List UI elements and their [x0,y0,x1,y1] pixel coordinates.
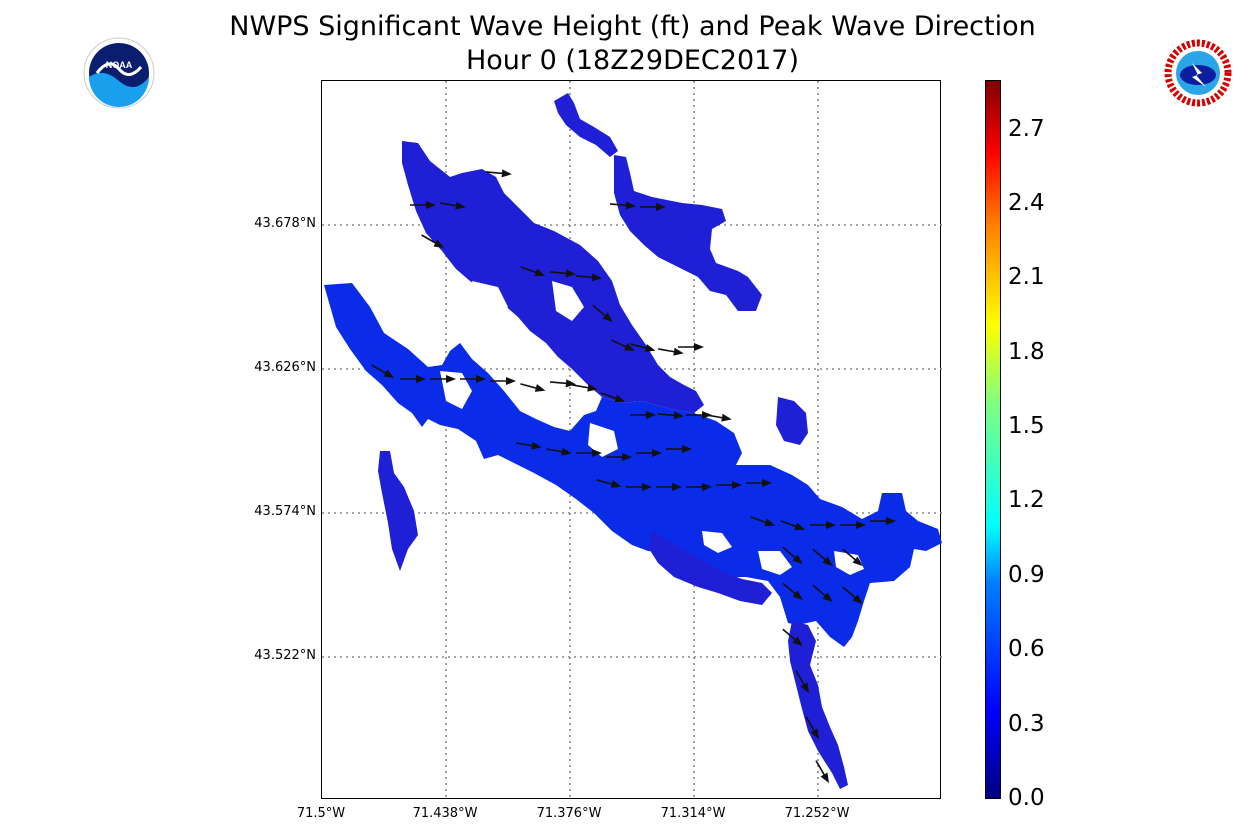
wave-direction-arrow [656,483,682,491]
wave-direction-arrow [600,392,626,403]
wave-direction-arrow [686,483,712,491]
wave-direction-arrow [782,628,803,646]
colorbar-tick-label: 0.3 [1008,710,1045,737]
lat-label-43-522: 43.522°N [254,648,316,663]
lake-water-region [788,621,848,789]
map-plot [322,81,942,800]
wave-direction-arrow [870,517,896,525]
island [758,551,792,575]
wave-direction-arrow [815,760,829,784]
colorbar-tick-label: 1.5 [1008,413,1045,440]
nws-logo-icon [1163,38,1233,108]
wave-direction-arrow [716,481,742,489]
wave-direction-arrow [795,670,809,694]
island [472,281,508,317]
wave-direction-arrow [576,449,602,457]
wave-direction-arrow [371,364,395,378]
lon-label-71-438: 71.438°W [412,806,478,821]
wave-direction-arrow [630,411,656,419]
wave-direction-arrow [421,234,445,248]
wave-direction-arrow [706,413,732,422]
noaa-logo-icon: NOAA [83,37,155,109]
lon-label-71-314: 71.314°W [660,806,726,821]
wave-direction-arrow [805,716,819,740]
wave-direction-arrow [780,520,806,531]
lat-label-43-626: 43.626°N [254,360,316,375]
island [552,281,584,321]
colorbar-tick-label: 2.1 [1008,264,1045,291]
wave-direction-arrow [782,546,803,564]
lon-label-71-252: 71.252°W [784,806,850,821]
wave-direction-arrow [746,479,772,487]
wave-direction-arrow [572,383,598,392]
wave-direction-arrow [430,375,456,383]
wave-direction-arrow [440,201,466,210]
wave-direction-arrow [812,548,833,566]
lat-label-43-678: 43.678°N [254,216,316,231]
wave-direction-arrow [782,582,803,600]
colorbar [985,80,1001,799]
wave-direction-arrow [666,445,692,453]
wave-direction-arrow [549,269,576,278]
chart-title: NWPS Significant Wave Height (ft) and Pe… [229,11,1036,42]
lake-water-region [554,93,618,157]
colorbar-tick-label: 1.2 [1008,487,1045,514]
wave-direction-arrow [658,347,684,356]
lake-water-region [776,397,808,445]
wave-direction-arrow [750,516,776,527]
wave-direction-arrow [610,339,635,351]
lon-label-71-5: 71.5°W [296,806,346,821]
wave-direction-arrow [549,379,576,388]
wave-direction-arrow [592,304,613,322]
wave-direction-arrow [840,521,866,529]
wave-direction-arrow [410,201,436,209]
lat-label-43-574: 43.574°N [254,504,316,519]
wave-direction-arrow [812,584,833,602]
wave-direction-arrow [657,411,684,420]
island [834,551,864,575]
wave-direction-arrow [520,383,546,392]
colorbar-tick-label: 2.7 [1008,115,1045,142]
wave-direction-arrow [596,479,622,488]
colorbar-tick-label: 0.9 [1008,561,1045,588]
chart-subtitle: Hour 0 (18Z29DEC2017) [465,45,800,76]
wave-direction-arrow [678,343,704,351]
wave-direction-arrow [842,586,863,604]
island [528,371,552,399]
lake-water-region [648,531,772,605]
wave-direction-arrow [609,201,636,210]
lon-label-71-376: 71.376°W [536,806,602,821]
wave-direction-arrow [575,273,602,282]
wave-direction-arrow [520,266,546,277]
wave-direction-arrow [626,483,652,491]
wave-direction-arrow [640,203,666,211]
island [702,531,732,553]
wave-direction-arrow [460,375,486,383]
wave-direction-arrow [400,375,426,383]
island [588,423,618,457]
wave-direction-arrow [606,453,632,461]
island [616,259,668,327]
wave-direction-arrow [630,343,656,352]
svg-text:NOAA: NOAA [106,60,133,70]
lake-water-region [324,283,942,647]
wave-direction-arrow [546,447,572,456]
lake-water-region [378,451,418,571]
wave-direction-arrow [516,441,542,450]
wave-direction-arrow [636,449,662,457]
map-frame [321,80,942,800]
colorbar-tick-label: 0.0 [1008,785,1045,811]
wave-direction-arrow [485,169,512,178]
wave-direction-arrow [842,548,863,566]
colorbar-tick-label: 0.6 [1008,636,1045,663]
colorbar-tick-label: 2.4 [1008,189,1045,216]
lake-water-region [614,155,762,311]
wave-direction-arrow [810,521,836,529]
wave-direction-arrow [490,377,516,385]
island [506,321,532,355]
colorbar-tick-label: 1.8 [1008,338,1045,365]
